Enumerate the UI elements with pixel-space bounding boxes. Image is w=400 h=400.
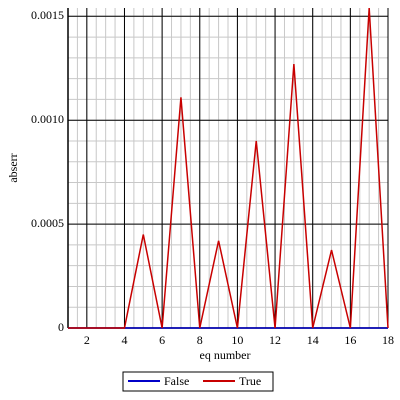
x-tick-label: 14 — [307, 333, 319, 347]
x-tick-label: 12 — [269, 333, 281, 347]
series-line — [68, 7, 389, 329]
y-tick-label: 0.0005 — [31, 216, 64, 230]
legend-label: True — [239, 374, 261, 388]
x-tick-label: 4 — [121, 333, 127, 347]
y-tick-label: 0 — [58, 320, 64, 334]
x-tick-label: 8 — [197, 333, 203, 347]
x-tick-label: 10 — [231, 333, 243, 347]
x-tick-label: 2 — [84, 333, 90, 347]
x-tick-label: 6 — [159, 333, 165, 347]
x-tick-label: 18 — [382, 333, 394, 347]
legend-label: False — [164, 374, 189, 388]
legend-box — [122, 371, 274, 392]
y-tick-label: 0.0015 — [31, 8, 64, 22]
y-axis-label: abserr — [6, 153, 20, 182]
x-axis-label: eq number — [200, 348, 251, 362]
x-tick-label: 16 — [344, 333, 356, 347]
y-tick-label: 0.0010 — [31, 112, 64, 126]
